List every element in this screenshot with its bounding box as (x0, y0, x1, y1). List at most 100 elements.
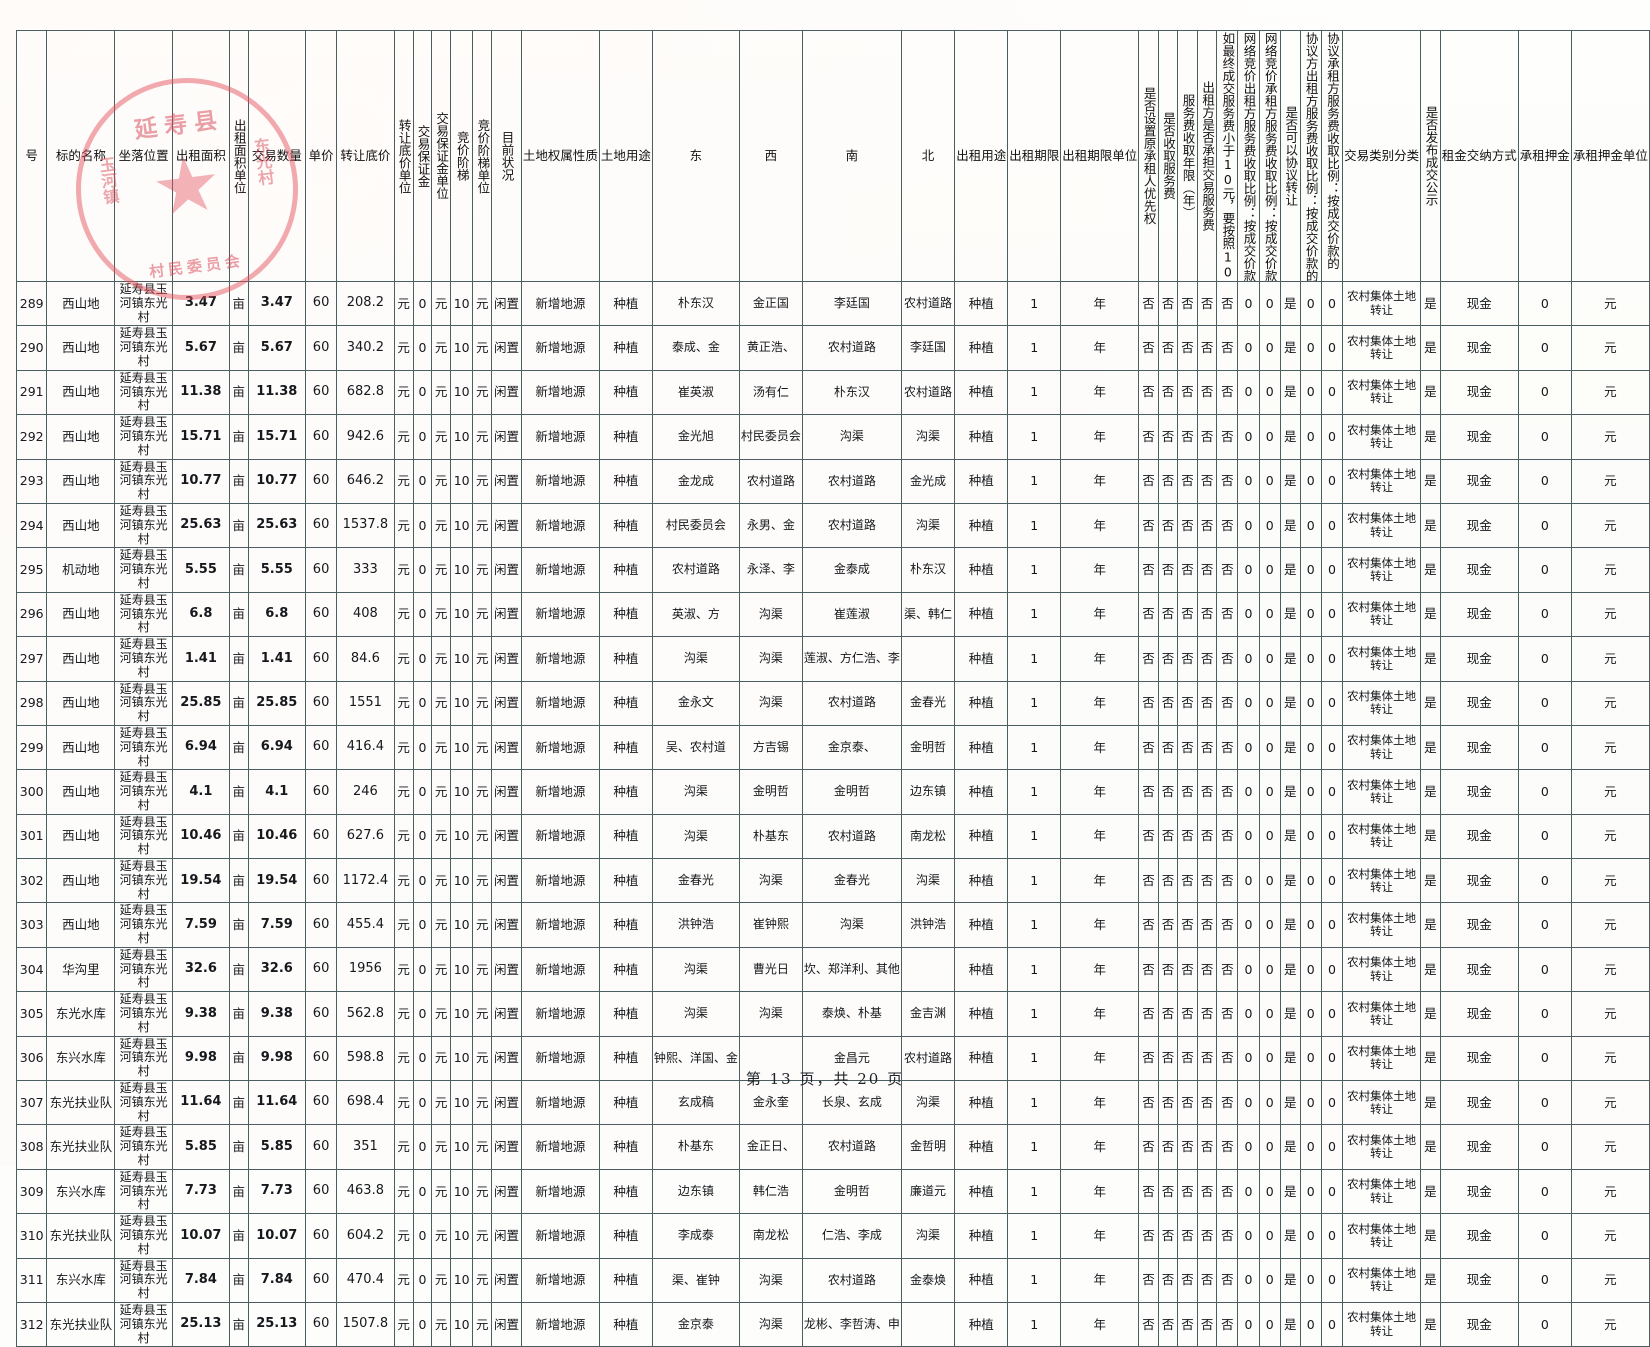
cell-min_ten: 否 (1216, 991, 1239, 1037)
cell-step_unit: 元 (472, 1124, 493, 1170)
cell-deposit_unit: 元 (431, 724, 451, 771)
cell-name: 西山地 (46, 369, 116, 416)
cell-lease_use: 种植 (954, 414, 1009, 460)
cell-priority: 否 (1138, 547, 1159, 593)
cell-lease_deposit: 0 (1517, 858, 1572, 904)
cell-location: 延寿县玉河镇东光村 (114, 591, 173, 638)
cell-deposit_unit: 元 (431, 813, 451, 860)
cell-south: 金泰成 (801, 547, 902, 593)
cell-unit_price: 60 (304, 369, 338, 416)
cell-priority: 否 (1138, 769, 1159, 815)
cell-location: 延寿县玉河镇东光村 (114, 946, 173, 993)
cell-deposit_unit: 元 (431, 858, 451, 904)
cell-qty: 9.38 (247, 991, 306, 1037)
cell-west: 黄正浩、 (738, 325, 803, 371)
cell-deposit_unit2: 元 (1570, 680, 1650, 726)
cell-land_use: 种植 (598, 280, 653, 327)
cell-east: 洪钟浩 (651, 902, 740, 948)
cell-lease_use: 种植 (954, 1257, 1009, 1303)
cell-publicity: 是 (1420, 280, 1441, 327)
cell-lease_deposit: 0 (1517, 591, 1572, 638)
cell-lease_deposit: 0 (1517, 1080, 1572, 1126)
cell-lease_use: 种植 (954, 946, 1009, 993)
cell-charge_fee: 否 (1157, 1213, 1179, 1259)
cell-qty: 19.54 (247, 858, 306, 904)
cell-can_transfer: 是 (1279, 991, 1301, 1037)
cell-deal_type: 农村集体土地转让 (1342, 636, 1422, 682)
cell-lease_use: 种植 (954, 280, 1009, 327)
cell-unit_price: 60 (304, 769, 338, 815)
cell-agr_lessor: 0 (1299, 280, 1322, 327)
cell-east: 金光旭 (651, 414, 740, 460)
cell-pay_method: 现金 (1439, 1301, 1519, 1347)
cell-fee_years: 否 (1177, 414, 1198, 460)
cell-south: 农村道路 (801, 680, 902, 726)
cell-land_use: 种植 (598, 325, 653, 371)
cell-status: 闲置 (491, 1080, 522, 1126)
cell-lease_term: 1 (1007, 813, 1062, 860)
column-header-term_unit: 出租期限单位 (1060, 30, 1140, 282)
cell-base_price: 340.2 (336, 325, 395, 371)
cell-deposit: 0 (412, 369, 433, 416)
cell-net_lessor: 0 (1237, 280, 1260, 327)
cell-location: 延寿县玉河镇东光村 (114, 1080, 173, 1126)
cell-location: 延寿县玉河镇东光村 (114, 1124, 173, 1170)
cell-location: 延寿县玉河镇东光村 (114, 458, 173, 504)
cell-land_use: 种植 (598, 636, 653, 682)
cell-can_transfer: 是 (1279, 858, 1301, 904)
cell-north: 金光成 (900, 458, 956, 504)
column-header-agr_lessee: 协议承租方服务费收取比例：按成交价款的_%收取服务费 (1320, 30, 1344, 282)
cell-deposit_unit: 元 (431, 280, 451, 327)
cell-east: 金永文 (651, 680, 740, 726)
cell-step: 10 (449, 1168, 474, 1215)
cell-land_use: 种植 (598, 547, 653, 593)
cell-can_transfer: 是 (1279, 502, 1301, 549)
cell-term_unit: 年 (1060, 591, 1140, 638)
cell-deposit: 0 (412, 1301, 433, 1347)
cell-base_price: 1537.8 (336, 502, 395, 549)
table-row: 301 西山地 延寿县玉河镇东光村 10.46 亩 10.46 60 627.6 元 0 元 10 元闲… (15, 813, 1650, 860)
cell-term_unit: 年 (1060, 636, 1140, 682)
cell-base_unit: 元 (393, 1257, 414, 1303)
cell-priority: 否 (1138, 591, 1159, 638)
column-header-step: 竞价阶梯 (449, 30, 474, 282)
cell-step_unit: 元 (472, 547, 493, 593)
cell-fee_years: 否 (1177, 280, 1198, 327)
cell-deposit: 0 (412, 414, 433, 460)
cell-net_lessor: 0 (1237, 1124, 1260, 1170)
cell-lease_use: 种植 (954, 1080, 1009, 1126)
cell-lease_deposit: 0 (1517, 813, 1572, 860)
cell-charge_fee: 否 (1157, 769, 1179, 815)
cell-status: 闲置 (491, 991, 522, 1037)
cell-unit_price: 60 (304, 414, 338, 460)
cell-step_unit: 元 (472, 1168, 493, 1215)
cell-deal_type: 农村集体土地转让 (1342, 1213, 1422, 1259)
cell-base_price: 208.2 (336, 280, 395, 327)
cell-id: 309 (15, 1168, 48, 1215)
cell-south: 农村道路 (801, 1124, 902, 1170)
cell-agr_lessor: 0 (1299, 1301, 1322, 1347)
cell-charge_fee: 否 (1157, 1035, 1179, 1082)
cell-east: 渠、崔钟 (651, 1257, 740, 1303)
cell-deal_type: 农村集体土地转让 (1342, 1257, 1422, 1303)
cell-lease_deposit: 0 (1517, 414, 1572, 460)
cell-land_right: 新增地源 (520, 1168, 600, 1215)
cell-lease_use: 种植 (954, 724, 1009, 771)
cell-term_unit: 年 (1060, 1301, 1140, 1347)
table-row: 300 西山地 延寿县玉河镇东光村 4.1 亩 4.1 60 246 元 0 元 10 元闲置 新增地源种… (15, 769, 1650, 815)
cell-unit_price: 60 (304, 325, 338, 371)
cell-deal_type: 农村集体土地转让 (1342, 991, 1422, 1037)
cell-name: 西山地 (46, 280, 116, 327)
cell-agr_lessee: 0 (1320, 1213, 1344, 1259)
cell-south: 金春光 (801, 858, 902, 904)
cell-location: 延寿县玉河镇东光村 (114, 902, 173, 948)
cell-term_unit: 年 (1060, 1257, 1140, 1303)
cell-deposit_unit2: 元 (1570, 858, 1650, 904)
cell-land_right: 新增地源 (520, 769, 600, 815)
column-header-can_transfer: 是否可以协议转让 (1279, 30, 1301, 282)
cell-status: 闲置 (491, 1213, 522, 1259)
cell-step_unit: 元 (472, 280, 493, 327)
table-row: 297 西山地 延寿县玉河镇东光村 1.41 亩 1.41 60 84.6 元 0 元 10 元闲置 新增… (15, 636, 1650, 682)
cell-lease_term: 1 (1007, 280, 1062, 327)
cell-deposit_unit2: 元 (1570, 1124, 1650, 1170)
